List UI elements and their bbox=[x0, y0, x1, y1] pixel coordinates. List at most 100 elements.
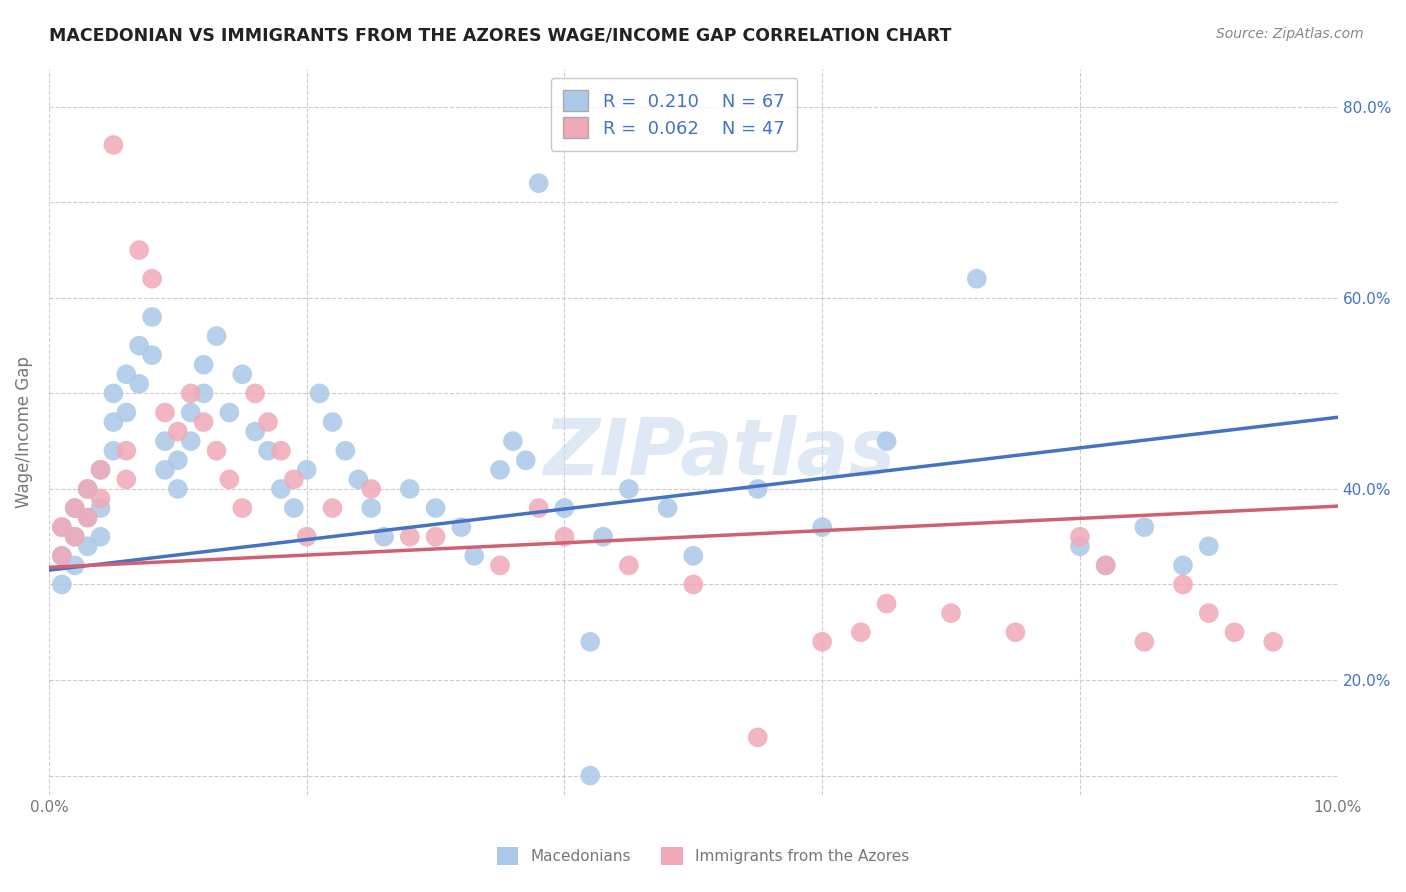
Point bbox=[373, 530, 395, 544]
Point bbox=[1069, 530, 1091, 544]
Point bbox=[76, 510, 98, 524]
Point bbox=[876, 434, 898, 449]
Point bbox=[966, 271, 988, 285]
Point bbox=[51, 549, 73, 563]
Point bbox=[257, 415, 280, 429]
Text: Source: ZipAtlas.com: Source: ZipAtlas.com bbox=[1216, 27, 1364, 41]
Point bbox=[398, 482, 420, 496]
Point bbox=[180, 405, 202, 419]
Point bbox=[1004, 625, 1026, 640]
Point bbox=[1094, 558, 1116, 573]
Point bbox=[283, 501, 305, 516]
Point bbox=[876, 597, 898, 611]
Legend: Macedonians, Immigrants from the Azores: Macedonians, Immigrants from the Azores bbox=[491, 841, 915, 871]
Point bbox=[103, 386, 125, 401]
Point bbox=[1133, 635, 1156, 649]
Point bbox=[180, 386, 202, 401]
Text: MACEDONIAN VS IMMIGRANTS FROM THE AZORES WAGE/INCOME GAP CORRELATION CHART: MACEDONIAN VS IMMIGRANTS FROM THE AZORES… bbox=[49, 27, 952, 45]
Point bbox=[463, 549, 485, 563]
Point bbox=[682, 549, 704, 563]
Point bbox=[308, 386, 330, 401]
Point bbox=[63, 501, 86, 516]
Point bbox=[128, 243, 150, 257]
Point bbox=[270, 443, 292, 458]
Point bbox=[103, 443, 125, 458]
Point bbox=[153, 463, 176, 477]
Point bbox=[335, 443, 357, 458]
Point bbox=[243, 386, 266, 401]
Point bbox=[1171, 558, 1194, 573]
Point bbox=[51, 520, 73, 534]
Point bbox=[218, 405, 240, 419]
Point bbox=[1094, 558, 1116, 573]
Y-axis label: Wage/Income Gap: Wage/Income Gap bbox=[15, 356, 32, 508]
Point bbox=[128, 338, 150, 352]
Point bbox=[76, 482, 98, 496]
Point bbox=[321, 415, 343, 429]
Point bbox=[747, 731, 769, 745]
Point bbox=[502, 434, 524, 449]
Point bbox=[489, 558, 512, 573]
Point bbox=[141, 310, 163, 324]
Point bbox=[205, 329, 228, 343]
Point bbox=[63, 530, 86, 544]
Point bbox=[51, 577, 73, 591]
Point bbox=[243, 425, 266, 439]
Point bbox=[579, 768, 602, 782]
Point bbox=[89, 491, 111, 506]
Point bbox=[657, 501, 679, 516]
Point bbox=[360, 501, 382, 516]
Point bbox=[1069, 539, 1091, 553]
Point bbox=[1198, 606, 1220, 620]
Point bbox=[811, 635, 834, 649]
Point bbox=[321, 501, 343, 516]
Point bbox=[849, 625, 872, 640]
Point bbox=[193, 415, 215, 429]
Point bbox=[450, 520, 472, 534]
Point bbox=[1263, 635, 1285, 649]
Point bbox=[76, 539, 98, 553]
Point bbox=[63, 501, 86, 516]
Point bbox=[166, 425, 188, 439]
Point bbox=[115, 472, 138, 486]
Point bbox=[295, 463, 318, 477]
Point bbox=[166, 482, 188, 496]
Point bbox=[1171, 577, 1194, 591]
Point bbox=[747, 482, 769, 496]
Point bbox=[527, 501, 550, 516]
Point bbox=[617, 558, 640, 573]
Point bbox=[489, 463, 512, 477]
Point bbox=[115, 368, 138, 382]
Point bbox=[398, 530, 420, 544]
Point bbox=[193, 358, 215, 372]
Point bbox=[180, 434, 202, 449]
Point bbox=[231, 368, 253, 382]
Point bbox=[682, 577, 704, 591]
Text: ZIPatlas: ZIPatlas bbox=[543, 416, 896, 491]
Point bbox=[166, 453, 188, 467]
Point bbox=[579, 635, 602, 649]
Point bbox=[76, 482, 98, 496]
Point bbox=[153, 434, 176, 449]
Point bbox=[257, 443, 280, 458]
Point bbox=[553, 501, 575, 516]
Point bbox=[1223, 625, 1246, 640]
Point bbox=[553, 530, 575, 544]
Point bbox=[103, 138, 125, 153]
Point bbox=[89, 463, 111, 477]
Point bbox=[617, 482, 640, 496]
Point bbox=[51, 520, 73, 534]
Point bbox=[89, 463, 111, 477]
Point bbox=[515, 453, 537, 467]
Point bbox=[205, 443, 228, 458]
Point bbox=[115, 443, 138, 458]
Point bbox=[283, 472, 305, 486]
Point bbox=[63, 530, 86, 544]
Point bbox=[270, 482, 292, 496]
Point bbox=[811, 520, 834, 534]
Point bbox=[218, 472, 240, 486]
Legend: R =  0.210    N = 67, R =  0.062    N = 47: R = 0.210 N = 67, R = 0.062 N = 47 bbox=[551, 78, 797, 151]
Point bbox=[103, 415, 125, 429]
Point bbox=[347, 472, 370, 486]
Point bbox=[128, 376, 150, 391]
